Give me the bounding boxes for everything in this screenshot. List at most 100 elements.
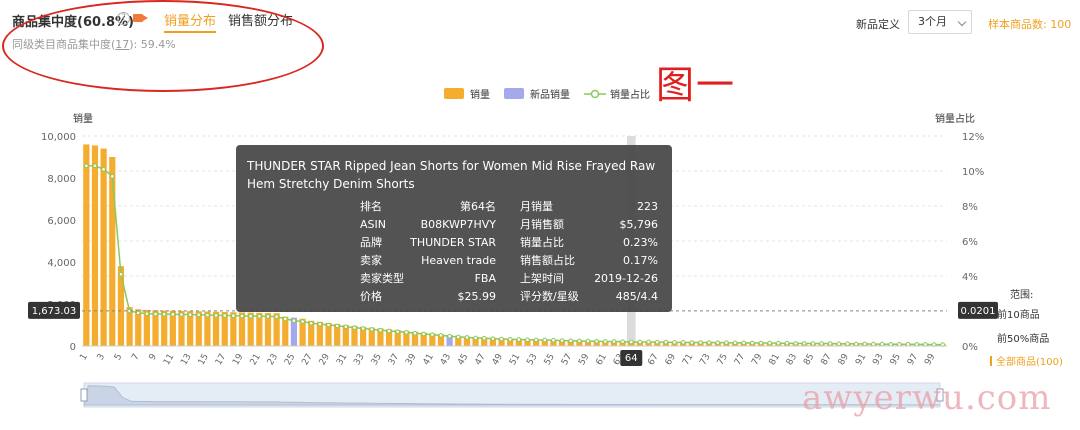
share-point[interactable] [170,312,176,317]
legend-item-1[interactable]: 新品销量 [504,88,570,101]
bar[interactable] [126,307,133,346]
share-point[interactable] [776,340,781,346]
share-point[interactable] [421,331,426,337]
bar[interactable] [83,144,90,346]
bar[interactable] [169,310,176,346]
share-point[interactable] [257,313,262,319]
share-point[interactable] [750,340,755,346]
zoom-slider-left-handle[interactable] [80,388,88,402]
share-point[interactable] [447,333,452,339]
share-point[interactable] [153,311,158,317]
scope-top50[interactable]: 前50%商品 [997,334,1050,345]
bar[interactable] [558,339,566,346]
share-point[interactable] [334,323,340,329]
share-point[interactable] [525,337,530,343]
share-point[interactable] [836,341,842,347]
bar[interactable] [360,326,367,346]
share-point[interactable] [568,338,574,344]
share-point[interactable] [481,336,487,341]
bar[interactable] [394,330,401,346]
share-point[interactable] [395,329,401,334]
share-point[interactable] [551,337,556,343]
zoom-slider-right-handle[interactable] [936,388,944,402]
share-point[interactable] [715,340,721,345]
share-point[interactable] [698,340,703,345]
bar[interactable] [567,340,574,346]
bar[interactable] [178,310,185,346]
share-point[interactable] [317,321,323,327]
bar[interactable] [411,331,419,346]
bar[interactable] [455,335,462,346]
share-point[interactable] [559,338,565,343]
share-point[interactable] [222,313,228,318]
bar[interactable] [472,336,479,346]
share-point[interactable] [516,337,522,342]
share-point[interactable] [187,312,193,317]
share-point[interactable] [490,336,496,341]
bar[interactable] [463,336,471,346]
share-point[interactable] [611,339,617,344]
share-point[interactable] [455,334,461,340]
share-point[interactable] [404,330,409,335]
bar[interactable] [221,311,228,346]
share-line-series[interactable] [84,163,945,347]
bar[interactable] [135,309,142,346]
share-point[interactable] [724,340,729,345]
share-point[interactable] [689,340,695,345]
bar[interactable] [507,338,514,346]
bar[interactable] [524,339,531,346]
share-point[interactable] [352,325,357,330]
bar[interactable] [100,148,107,346]
bar[interactable] [420,332,427,346]
share-point[interactable] [603,339,608,344]
share-point[interactable] [386,328,392,334]
share-point[interactable] [853,341,859,347]
share-point[interactable] [594,338,599,344]
bar[interactable] [541,339,548,346]
bar[interactable] [498,338,505,346]
share-point[interactable] [326,322,331,328]
share-point[interactable] [135,310,141,316]
share-point[interactable] [507,337,513,342]
share-point[interactable] [793,341,798,346]
share-point[interactable] [231,313,236,319]
bar[interactable] [247,312,254,346]
scope-all[interactable]: 全部商品(100) [990,353,1063,368]
share-point[interactable] [179,312,184,317]
bar[interactable] [342,325,349,346]
bar[interactable] [117,266,125,346]
bar[interactable] [282,316,289,346]
share-point[interactable] [274,314,279,319]
share-point[interactable] [360,326,366,331]
share-point[interactable] [84,163,89,169]
legend-item-0[interactable]: 销量 [444,88,490,101]
share-point[interactable] [654,339,660,345]
share-point[interactable] [101,166,106,172]
share-point[interactable] [499,336,504,342]
bar[interactable] [316,321,323,346]
share-point[interactable] [378,327,383,333]
share-point[interactable] [473,335,478,341]
bar[interactable] [334,323,341,346]
bar[interactable] [212,311,220,346]
share-point[interactable] [291,318,297,323]
share-point[interactable] [646,339,651,345]
bar[interactable] [368,327,375,346]
share-point[interactable] [196,312,202,318]
share-point[interactable] [784,340,790,346]
scope-top10[interactable]: 前10商品 [997,310,1040,321]
bar[interactable] [325,322,332,346]
bar[interactable] [195,311,202,346]
bar[interactable] [238,312,246,346]
share-point[interactable] [118,271,124,277]
share-point[interactable] [205,312,210,318]
share-point[interactable] [308,320,314,326]
share-point[interactable] [680,340,686,345]
bar[interactable] [91,145,99,346]
share-point[interactable] [871,341,876,347]
share-point[interactable] [732,340,738,346]
bar[interactable] [385,329,393,346]
bar[interactable] [515,338,522,346]
share-point[interactable] [585,338,591,344]
share-point[interactable] [92,163,98,169]
